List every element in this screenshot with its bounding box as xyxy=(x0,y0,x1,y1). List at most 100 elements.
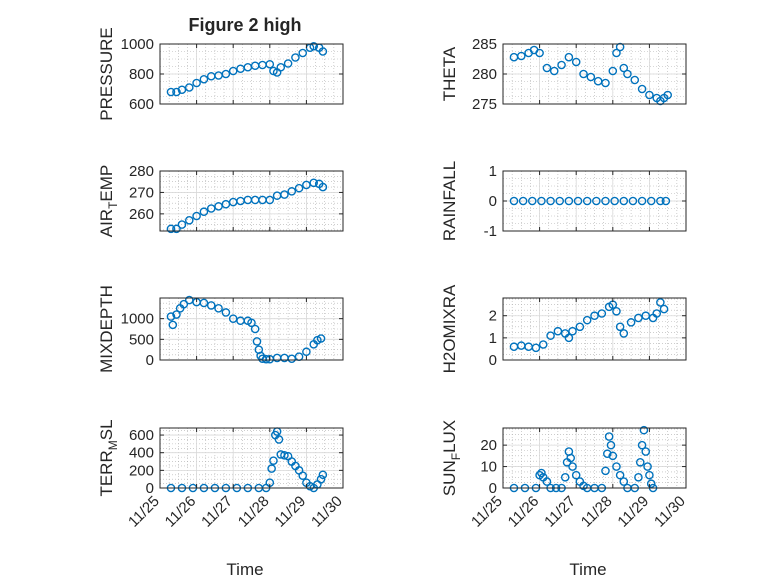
data-point-h2omixra xyxy=(659,304,669,314)
y-axis-label-h2omixra: H2OMIXRA xyxy=(440,284,459,373)
y-tick-label: 2 xyxy=(489,308,497,325)
data-point-sun-flux xyxy=(646,479,656,489)
y-tick-label: 600 xyxy=(129,427,154,444)
y-tick-label: 280 xyxy=(472,66,497,83)
x-tick-label: 11/25 xyxy=(125,493,163,531)
y-tick-label: 0 xyxy=(489,480,497,497)
axes-frame-terr-msl xyxy=(159,427,344,489)
data-point-pressure xyxy=(309,41,319,51)
data-point-mixdepth xyxy=(221,308,231,317)
data-point-theta xyxy=(619,63,629,73)
y-tick-label: 0 xyxy=(489,193,497,210)
data-point-sun-flux xyxy=(639,425,649,435)
data-point-pressure xyxy=(265,59,275,69)
data-point-h2omixra xyxy=(538,340,548,349)
data-point-rainfall xyxy=(582,196,592,206)
data-point-rainfall xyxy=(646,196,656,206)
data-point-rainfall xyxy=(573,196,583,206)
data-point-theta xyxy=(645,90,654,100)
axes-frame-h2omixra xyxy=(502,297,687,361)
x-tick-label: 11/30 xyxy=(651,493,689,531)
data-point-terr-msl xyxy=(274,435,284,444)
data-point-h2omixra xyxy=(612,306,621,316)
data-point-pressure xyxy=(199,74,209,84)
data-point-sun-flux xyxy=(612,462,621,471)
data-point-pressure xyxy=(283,59,293,68)
data-point-sun-flux xyxy=(606,440,616,450)
y-tick-label: 1 xyxy=(489,330,497,347)
y-tick-label: 200 xyxy=(129,462,154,479)
y-tick-label: 800 xyxy=(129,66,154,83)
y-tick-label: 275 xyxy=(472,96,497,113)
y-axis-label-rainfall: RAINFALL xyxy=(440,161,459,241)
x-tick-label: 11/28 xyxy=(235,493,273,531)
x-tick-label: 11/30 xyxy=(308,493,346,531)
y-tick-label: 0 xyxy=(146,480,154,497)
x-axis-label-left: Time xyxy=(226,560,263,579)
data-point-pressure xyxy=(298,48,308,58)
x-tick-label: 11/28 xyxy=(578,493,616,531)
data-point-h2omixra xyxy=(652,309,662,318)
data-point-air-temp xyxy=(172,224,181,234)
data-point-rainfall xyxy=(546,196,555,206)
data-point-pressure xyxy=(177,85,187,95)
data-point-theta xyxy=(623,69,632,79)
data-point-mixdepth xyxy=(247,318,256,328)
data-point-sun-flux xyxy=(637,440,647,450)
data-point-theta xyxy=(612,48,621,58)
y-axis-label-terr-msl: TERRMSL xyxy=(97,419,120,496)
data-point-mixdepth xyxy=(316,334,326,343)
data-point-mixdepth xyxy=(168,320,178,330)
data-point-theta xyxy=(586,72,596,82)
data-point-rainfall xyxy=(628,196,638,206)
data-point-mixdepth xyxy=(250,324,260,334)
data-point-pressure xyxy=(192,78,201,88)
data-point-h2omixra xyxy=(641,311,651,321)
data-point-rainfall xyxy=(555,196,565,206)
data-point-h2omixra xyxy=(568,326,577,336)
y-tick-label: 280 xyxy=(129,163,154,180)
data-point-theta xyxy=(517,51,526,61)
data-point-theta xyxy=(535,48,544,58)
data-point-sun-flux xyxy=(604,432,614,441)
data-point-theta xyxy=(549,66,559,76)
x-tick-label: 11/26 xyxy=(162,493,200,531)
x-tick-label: 11/25 xyxy=(468,493,506,531)
y-axis-label-air-temp: AIRTEMP xyxy=(97,165,120,238)
x-tick-label: 11/29 xyxy=(271,493,309,531)
y-tick-label: 270 xyxy=(129,184,154,201)
data-point-h2omixra xyxy=(619,329,629,338)
y-tick-label: 10 xyxy=(480,459,497,476)
data-point-sun-flux xyxy=(601,466,610,476)
data-point-rainfall xyxy=(619,196,629,206)
data-point-h2omixra xyxy=(531,343,541,353)
data-point-mixdepth xyxy=(206,301,216,310)
data-point-sun-flux xyxy=(560,472,570,482)
y-axis-label-mixdepth: MIXDEPTH xyxy=(97,285,116,373)
data-point-mixdepth xyxy=(214,304,223,313)
data-point-terr-msl xyxy=(318,470,328,480)
data-point-h2omixra xyxy=(553,326,563,336)
data-point-pressure xyxy=(276,62,286,72)
data-point-sun-flux xyxy=(571,470,581,480)
x-axis-label-right: Time xyxy=(569,560,606,579)
data-point-terr-msl xyxy=(269,456,278,465)
data-point-rainfall xyxy=(518,196,528,206)
data-point-pressure xyxy=(172,87,181,97)
data-point-rainfall xyxy=(527,196,537,206)
data-point-pressure xyxy=(291,53,300,62)
data-point-air-temp xyxy=(318,182,328,192)
y-tick-label: 500 xyxy=(129,331,154,348)
data-point-terr-msl xyxy=(298,471,308,480)
data-point-h2omixra xyxy=(575,322,585,332)
data-point-rainfall xyxy=(601,196,610,206)
data-point-rainfall xyxy=(661,196,671,206)
data-point-h2omixra xyxy=(590,311,599,321)
data-point-rainfall xyxy=(537,196,546,206)
data-point-sun-flux xyxy=(635,457,645,467)
data-point-mixdepth xyxy=(199,298,209,308)
y-tick-label: 600 xyxy=(129,96,154,113)
data-point-rainfall xyxy=(509,196,519,206)
